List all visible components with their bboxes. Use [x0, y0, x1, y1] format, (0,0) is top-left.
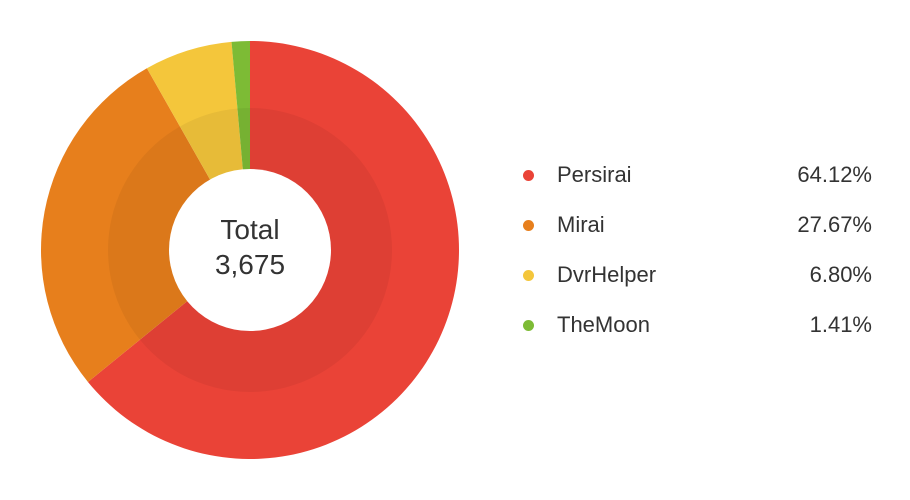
donut-center-label: Total 3,675: [170, 212, 330, 282]
legend-label: DvrHelper: [557, 262, 657, 287]
legend-value: 6.80%: [809, 262, 872, 287]
center-total-value: 3,675: [214, 249, 286, 280]
legend-item-themoon[interactable]: TheMoon 1.41%: [516, 300, 872, 350]
legend-dot-icon: [523, 319, 534, 331]
slice-mirai[interactable]: [41, 68, 250, 382]
legend-dot-icon: [523, 219, 534, 231]
legend-item-dvrhelper[interactable]: DvrHelper 6.80%: [516, 250, 872, 300]
legend-value: 1.41%: [809, 312, 872, 337]
legend-label: Persirai: [557, 162, 632, 187]
legend-dot-icon: [523, 169, 534, 181]
legend-value: 27.67%: [797, 212, 872, 237]
legend-item-mirai[interactable]: Mirai 27.67%: [516, 200, 872, 250]
chart-legend: Persirai 64.12% Mirai 27.67% DvrHelper 6…: [516, 150, 872, 350]
donut-chart: [41, 41, 460, 459]
legend-dot-icon: [523, 269, 534, 281]
legend-value: 64.12%: [797, 162, 872, 187]
legend-label: TheMoon: [557, 312, 650, 337]
center-total-label: Total: [220, 214, 280, 245]
legend-item-persirai[interactable]: Persirai 64.12%: [516, 150, 872, 200]
legend-label: Mirai: [557, 212, 605, 237]
donut-hole: [169, 169, 331, 331]
